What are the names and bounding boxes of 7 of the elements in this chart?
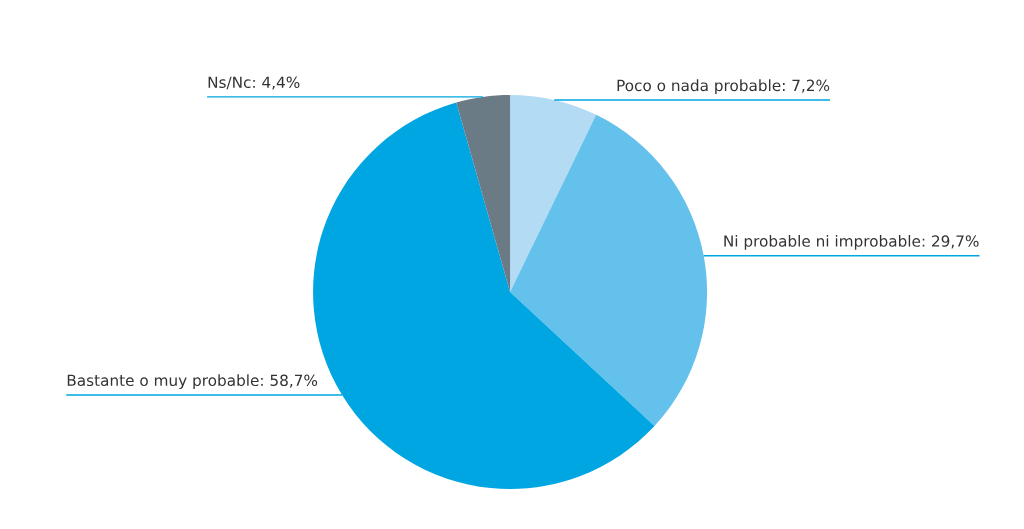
pie-slice [456, 95, 511, 293]
pie-slice [510, 114, 708, 426]
slice-label: Ns/Nc: 4,4% [208, 76, 300, 90]
slice-label: Ni probable ni improbable: 29,7% [724, 235, 979, 250]
pie-slice [510, 95, 597, 293]
slice-label: Poco o nada probable: 7,2% [617, 79, 830, 95]
slice-label: Bastante o muy probable: 58,7% [67, 374, 318, 390]
